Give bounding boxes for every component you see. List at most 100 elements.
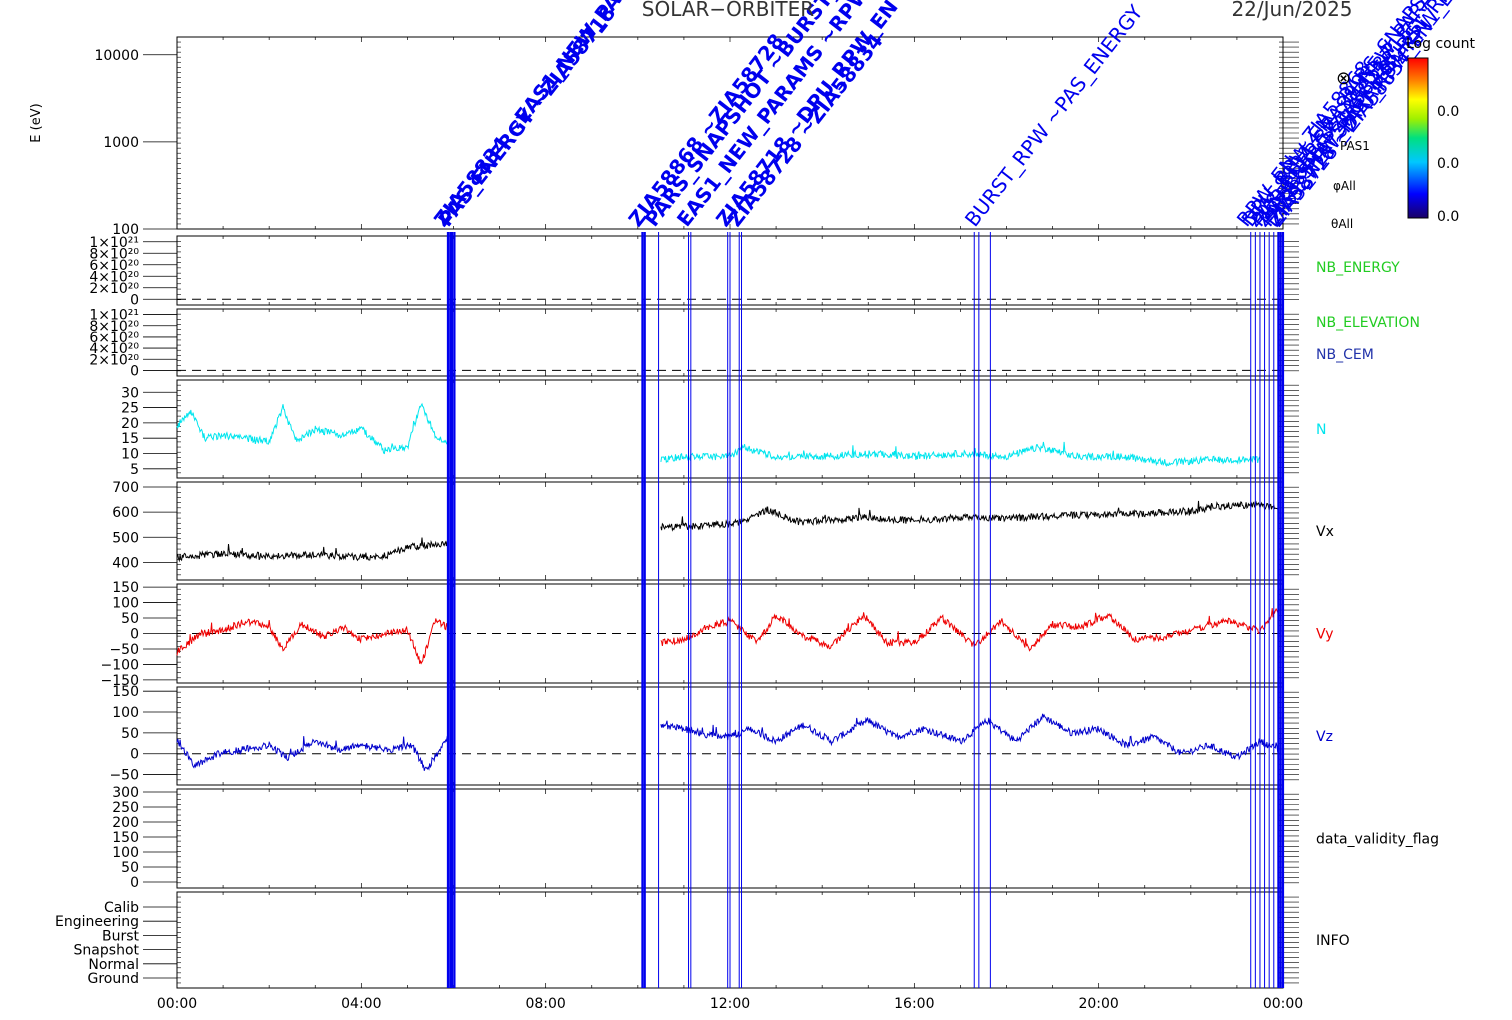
x-axis-labels: 00:00 04:00 08:00 12:00 16:00 20:00 00:00 (157, 996, 1303, 1012)
right-label: INFO (1316, 933, 1350, 949)
event-annotation: BURST_RPW ~PAS_ENERGY (960, 0, 1148, 231)
y-tick-label: 100 (112, 845, 139, 861)
category-label: Engineering (55, 914, 139, 930)
y-tick-label: 600 (112, 505, 139, 521)
y-tick-label: 1000 (103, 135, 139, 151)
y-tick-label: 6×10²⁰ (89, 258, 139, 274)
y-tick-label: 200 (112, 815, 139, 831)
series-line-vz (176, 735, 449, 771)
y-tick-label: 8×10²⁰ (89, 319, 139, 335)
y-tick-label: 1×10²¹ (89, 235, 139, 251)
y-tick-label: 2×10²⁰ (89, 281, 139, 297)
right-label: data_validity_flag (1316, 832, 1439, 848)
y-tick-label: 0 (130, 627, 139, 643)
colorbar-tick-2: 0.0 (1437, 156, 1459, 172)
right-label: NB_ELEVATION (1316, 315, 1420, 331)
y-tick-label: 100 (112, 705, 139, 721)
y-tick-label: 1×10²¹ (89, 308, 139, 324)
category-label: Ground (88, 971, 140, 987)
series-line-vy (176, 618, 449, 665)
y-tick-label: 300 (112, 785, 139, 801)
panel-spectrogram: 10000 1000 100 E (eV) (29, 36, 1299, 238)
y-tick-label: 0 (130, 747, 139, 763)
series-line-vy (660, 607, 1279, 652)
category-label: Burst (102, 928, 140, 944)
right-label: Vz (1316, 729, 1333, 745)
right-label: N (1316, 422, 1326, 438)
right-label: NB_ENERGY (1316, 260, 1400, 276)
y-axis-label: E (eV) (29, 103, 44, 142)
y-tick-label: 15 (121, 431, 139, 447)
category-label: Normal (88, 957, 139, 973)
y-tick-label: 10 (121, 447, 139, 463)
y-tick-label: 100 (112, 596, 139, 612)
y-tick-label: 5 (130, 462, 139, 478)
y-tick-label: 50 (121, 611, 139, 627)
pas1-label: PAS1 (1340, 139, 1370, 153)
y-tick-label: 150 (112, 830, 139, 846)
y-tick-label: 4×10²⁰ (89, 341, 139, 357)
y-tick-label: 4×10²⁰ (89, 269, 139, 285)
y-tick-label: 2×10²⁰ (89, 352, 139, 368)
y-tick-label: −150 (101, 673, 139, 689)
event-annotation: PAS_ENERGY ~ZIA58718 (433, 1, 620, 231)
panel-info: CalibEngineeringBurstSnapshotNormalGroun… (55, 891, 1350, 989)
y-tick-label: 0 (130, 875, 139, 891)
y-tick-label: 10000 (94, 48, 139, 64)
panel-vz: 150 100 50 0 −50 Vz (109, 684, 1333, 786)
header: SOLAR−ORBITER 22/Jun/2025 (642, 0, 1353, 21)
right-label: Vy (1316, 627, 1334, 643)
y-tick-label: −50 (109, 768, 139, 784)
y-tick-label: 25 (121, 401, 139, 417)
x-tick-label: 00:00 (1263, 996, 1303, 1012)
theta-all-label: θAll (1331, 217, 1353, 231)
y-tick-label: 700 (112, 480, 139, 496)
plot-date: 22/Jun/2025 (1231, 0, 1352, 21)
colorbar-tick-1: 0.0 (1437, 104, 1459, 120)
y-tick-label: 50 (121, 726, 139, 742)
y-tick-label: 50 (121, 860, 139, 876)
y-tick-label: 500 (112, 530, 139, 546)
y-tick-label: −50 (109, 642, 139, 658)
right-label-2: NB_CEM (1316, 347, 1374, 363)
x-tick-label: 00:00 (157, 996, 197, 1012)
y-tick-label: −100 (101, 657, 139, 673)
y-tick-label: 150 (112, 684, 139, 700)
y-tick-label: 100 (112, 222, 139, 238)
colorbar-tick-3: 0.0 (1437, 209, 1459, 225)
y-tick-label: 400 (112, 555, 139, 571)
x-tick-label: 12:00 (710, 996, 750, 1012)
series-line-vx (660, 500, 1279, 532)
series-line-n (660, 441, 1261, 468)
x-tick-label: 16:00 (894, 996, 934, 1012)
y-tick-label: 150 (112, 580, 139, 596)
event-lines (446, 232, 1285, 988)
panel-vx: 700 600 500 400 Vx (112, 480, 1334, 581)
y-tick-label: 30 (121, 385, 139, 401)
colorbar-label: Log count (1406, 36, 1475, 52)
x-tick-label: 04:00 (341, 996, 381, 1012)
colorbar: Log count 0.0 0.0 0.0 ⊗ φAll θAll PAS1 (1331, 36, 1475, 231)
series-line-vz (660, 713, 1279, 761)
series-line-vx (176, 537, 449, 563)
y-tick-label: 0 (130, 292, 139, 308)
colorbar-gradient (1407, 57, 1429, 219)
series-line-n (176, 402, 449, 455)
mission-title: SOLAR−ORBITER (642, 0, 814, 21)
y-tick-label: 0 (130, 363, 139, 379)
y-tick-label: 6×10²⁰ (89, 330, 139, 346)
x-tick-label: 08:00 (525, 996, 565, 1012)
category-label: Snapshot (74, 943, 140, 959)
y-tick-label: 20 (121, 416, 139, 432)
y-tick-label: 8×10²⁰ (89, 246, 139, 262)
category-label: Calib (104, 900, 139, 916)
x-tick-label: 20:00 (1078, 996, 1118, 1012)
